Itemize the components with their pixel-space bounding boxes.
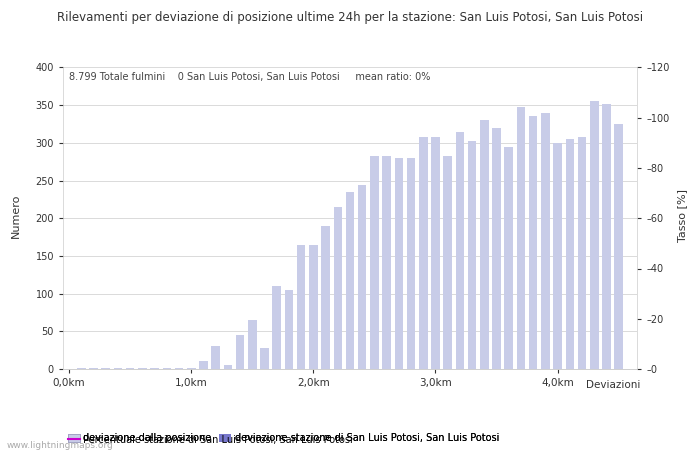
Bar bbox=[223, 365, 232, 369]
Text: Numero: Numero bbox=[10, 194, 20, 238]
Bar bbox=[382, 156, 391, 369]
Bar bbox=[541, 112, 550, 369]
Bar bbox=[297, 245, 305, 369]
Bar bbox=[321, 226, 330, 369]
Bar bbox=[590, 101, 598, 369]
Text: Rilevamenti per deviazione di posizione ultime 24h per la stazione: San Luis Pot: Rilevamenti per deviazione di posizione … bbox=[57, 11, 643, 24]
Bar bbox=[150, 368, 159, 369]
Bar bbox=[211, 346, 220, 369]
Bar bbox=[113, 368, 122, 369]
Bar bbox=[199, 361, 208, 369]
Legend: Percentuale stazione di San Luis Potosi, San Luis Potosi: Percentuale stazione di San Luis Potosi,… bbox=[68, 435, 354, 445]
Bar bbox=[77, 368, 85, 369]
Bar bbox=[272, 286, 281, 369]
Bar bbox=[138, 368, 147, 369]
Bar bbox=[260, 348, 269, 369]
Bar bbox=[187, 368, 195, 369]
Text: 8.799 Totale fulmini    0 San Luis Potosi, San Luis Potosi     mean ratio: 0%: 8.799 Totale fulmini 0 San Luis Potosi, … bbox=[69, 72, 430, 82]
Bar bbox=[248, 320, 257, 369]
Bar bbox=[175, 368, 183, 369]
Bar bbox=[309, 245, 318, 369]
Bar bbox=[480, 120, 489, 369]
Bar bbox=[529, 117, 538, 369]
Bar bbox=[443, 156, 452, 369]
Bar bbox=[90, 368, 98, 369]
Bar bbox=[566, 139, 574, 369]
Legend: deviazione dalla posizione, deviazione stazione di San Luis Potosi, San Luis Pot: deviazione dalla posizione, deviazione s… bbox=[68, 433, 499, 443]
Bar bbox=[126, 368, 134, 369]
Bar bbox=[578, 137, 587, 369]
Bar bbox=[370, 156, 379, 369]
Bar bbox=[456, 131, 464, 369]
Bar bbox=[553, 143, 562, 369]
Bar bbox=[468, 140, 477, 369]
Bar bbox=[102, 368, 110, 369]
Bar bbox=[333, 207, 342, 369]
Bar bbox=[602, 104, 610, 369]
Bar bbox=[492, 128, 500, 369]
Bar bbox=[346, 192, 354, 369]
Text: www.lightningmaps.org: www.lightningmaps.org bbox=[7, 441, 113, 450]
Text: Tasso [%]: Tasso [%] bbox=[678, 189, 687, 243]
Bar bbox=[419, 137, 428, 369]
Bar bbox=[236, 335, 244, 369]
Bar bbox=[395, 158, 403, 369]
Bar bbox=[162, 368, 171, 369]
Text: Deviazioni: Deviazioni bbox=[586, 380, 640, 390]
Bar bbox=[407, 158, 415, 369]
Bar bbox=[505, 147, 513, 369]
Bar bbox=[431, 137, 440, 369]
Bar bbox=[358, 185, 367, 369]
Bar bbox=[517, 107, 525, 369]
Bar bbox=[615, 124, 623, 369]
Bar bbox=[285, 290, 293, 369]
